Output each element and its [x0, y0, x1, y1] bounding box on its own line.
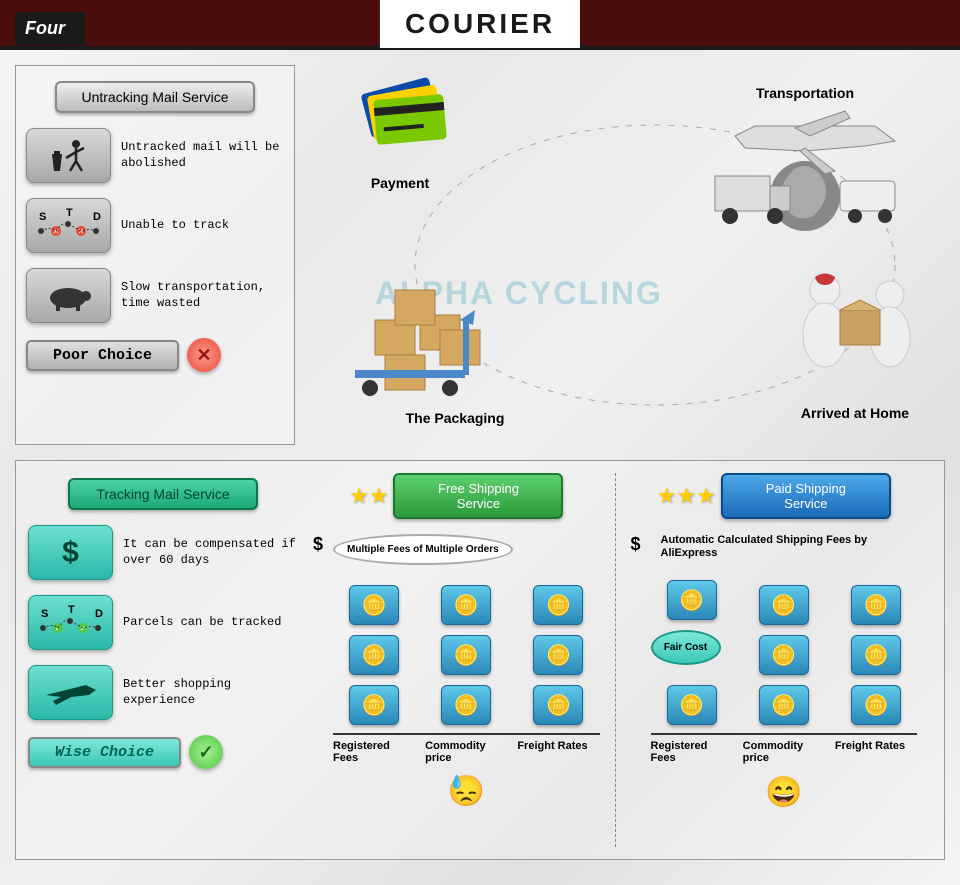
free-shipping-title: Free Shipping Service — [393, 473, 563, 519]
coin-icon: 🪙 — [349, 635, 399, 675]
fee-label: Registered Fees — [333, 740, 415, 764]
header-title-wrap: COURIER — [380, 0, 580, 48]
tracking-panel: Tracking Mail Service $ It can be compen… — [28, 473, 298, 847]
paid-fee-area: $ Automatic Calculated Shipping Fees by … — [631, 534, 918, 810]
content-area: Untracking Mail Service Untracked mail w… — [0, 50, 960, 885]
coin-icon: 🪙 — [759, 585, 809, 625]
coin-icon: 🪙 — [759, 685, 809, 725]
turtle-icon — [26, 268, 111, 323]
payment-label: Payment — [335, 175, 465, 191]
coin-icon: 🪙 — [441, 685, 491, 725]
top-section: Untracking Mail Service Untracked mail w… — [15, 65, 945, 445]
untracking-item-2-text: Unable to track — [121, 218, 229, 234]
paid-stars: ★★★ — [657, 483, 716, 509]
coin-icon: 🪙 — [349, 685, 399, 725]
fee-label: Commodity price — [425, 740, 507, 764]
arrived-node: Arrived at Home — [775, 265, 935, 421]
free-shipping-header: ★★ Free Shipping Service — [313, 473, 600, 519]
happy-face-icon: 😄 — [651, 775, 918, 810]
trash-icon — [26, 128, 111, 183]
svg-text:T: T — [66, 207, 73, 219]
tracking-item-3-text: Better shopping experience — [123, 677, 298, 708]
tracking-item-1: $ It can be compensated if over 60 days — [28, 525, 298, 580]
coin-icon: 🪙 — [349, 585, 399, 625]
tracking-item-3: Better shopping experience — [28, 665, 298, 720]
transportation-label: Transportation — [695, 85, 915, 101]
page-title: COURIER — [405, 8, 555, 40]
fee-label: Registered Fees — [651, 740, 733, 764]
track-ok-icon: S T D ✓ ✓ — [28, 595, 113, 650]
free-stars: ★★ — [349, 483, 388, 509]
paid-coin-grid: 🪙 Fair Cost 🪙 🪙 🪙 🪙 🪙 🪙 🪙 — [651, 580, 918, 735]
paid-shipping-title: Paid Shipping Service — [721, 473, 891, 519]
coin-icon: 🪙 — [441, 585, 491, 625]
header-bar: Four COURIER — [0, 0, 960, 50]
coin-icon: 🪙 — [667, 580, 717, 620]
coin-icon: 🪙 — [851, 585, 901, 625]
process-diagram: ALPHA CYCLING Payment Transportation — [295, 65, 945, 445]
packaging-node: The Packaging — [345, 270, 505, 426]
sad-face-icon: 😓 — [333, 774, 600, 809]
untracking-item-3: Slow transportation, time wasted — [26, 268, 284, 323]
poor-choice-row: Poor Choice ✕ — [26, 338, 284, 372]
untracking-item-1-text: Untracked mail will be abolished — [121, 140, 284, 171]
bottom-section: Tracking Mail Service $ It can be compen… — [15, 460, 945, 860]
svg-text:D: D — [93, 211, 101, 223]
fee-label: Commodity price — [743, 740, 825, 764]
free-fee-area: $ Multiple Fees of Multiple Orders 🪙 🪙 🪙… — [313, 534, 600, 809]
fee-label: Freight Rates — [517, 740, 599, 764]
untracking-title-button: Untracking Mail Service — [55, 81, 255, 113]
poor-choice-button: Poor Choice — [26, 340, 179, 371]
arrived-label: Arrived at Home — [775, 405, 935, 421]
svg-text:S: S — [39, 211, 46, 223]
dollar-sign-icon: $ — [313, 534, 323, 555]
paid-shipping-panel: ★★★ Paid Shipping Service $ Automatic Ca… — [615, 473, 933, 847]
paid-note: Automatic Calculated Shipping Fees by Al… — [651, 534, 918, 560]
section-number-tab: Four — [15, 12, 85, 45]
wise-choice-row: Wise Choice ✓ — [28, 735, 298, 769]
plane-icon — [28, 665, 113, 720]
coin-icon: 🪙 — [533, 685, 583, 725]
coin-icon: 🪙 — [667, 685, 717, 725]
untracking-panel: Untracking Mail Service Untracked mail w… — [15, 65, 295, 445]
wise-choice-button: Wise Choice — [28, 737, 181, 768]
paid-shipping-header: ★★★ Paid Shipping Service — [631, 473, 918, 519]
coin-icon: 🪙 — [441, 635, 491, 675]
coin-icon: 🪙 — [533, 635, 583, 675]
dollar-icon: $ — [28, 525, 113, 580]
untracking-item-1: Untracked mail will be abolished — [26, 128, 284, 183]
svg-text:D: D — [95, 608, 103, 620]
fair-cost-bubble: Fair Cost — [651, 630, 721, 665]
tracking-item-2: S T D ✓ ✓ Parcels can be tracked — [28, 595, 298, 650]
check-icon: ✓ — [189, 735, 223, 769]
free-shipping-panel: ★★ Free Shipping Service $ Multiple Fees… — [298, 473, 615, 847]
packaging-label: The Packaging — [405, 410, 505, 426]
cross-icon: ✕ — [187, 338, 221, 372]
untracking-item-3-text: Slow transportation, time wasted — [121, 280, 284, 311]
svg-text:S: S — [41, 608, 48, 620]
free-fee-labels: Registered Fees Commodity price Freight … — [333, 740, 600, 764]
untracking-item-2: S T D ✕ ✕ Unable to track — [26, 198, 284, 253]
payment-node: Payment — [335, 75, 465, 191]
coin-icon: 🪙 — [759, 635, 809, 675]
tracking-item-1-text: It can be compensated if over 60 days — [123, 537, 298, 568]
coin-icon: 🪙 — [851, 635, 901, 675]
coin-icon: 🪙 — [533, 585, 583, 625]
free-bubble: Multiple Fees of Multiple Orders — [333, 534, 513, 565]
tracking-title-button: Tracking Mail Service — [68, 478, 258, 510]
paid-fee-labels: Registered Fees Commodity price Freight … — [651, 740, 918, 764]
dollar-sign-icon: $ — [631, 534, 641, 555]
tracking-item-2-text: Parcels can be tracked — [123, 615, 281, 631]
transportation-node: Transportation — [695, 80, 915, 251]
free-coin-grid: 🪙 🪙 🪙 🪙 🪙 🪙 🪙 🪙 🪙 — [333, 585, 600, 735]
fee-label: Freight Rates — [835, 740, 917, 764]
svg-text:T: T — [68, 604, 75, 616]
coin-icon: 🪙 — [851, 685, 901, 725]
track-fail-icon: S T D ✕ ✕ — [26, 198, 111, 253]
